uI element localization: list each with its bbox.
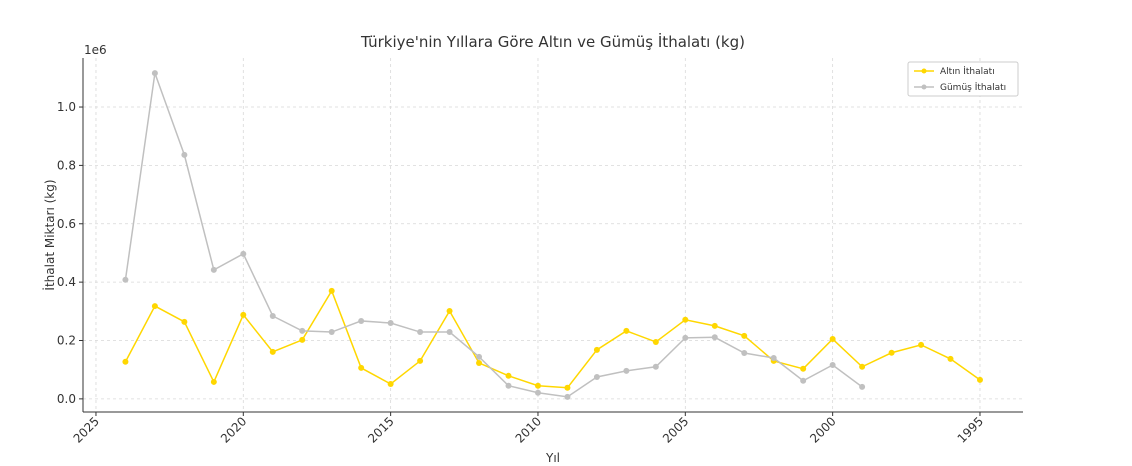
legend-label: Altın İthalatı [940,66,995,77]
data-point [770,355,777,362]
data-point [446,308,453,315]
y-tick-label: 0.8 [57,158,76,172]
data-point [564,384,571,391]
x-tick-label: 2020 [218,414,249,445]
data-point [387,319,394,326]
data-point [269,312,276,319]
legend-box [907,61,1019,97]
data-point [829,362,836,369]
data-point [328,329,335,336]
y-offset-label: 1e6 [84,43,107,57]
x-tick-label: 2015 [365,414,396,445]
data-point [328,287,335,294]
data-point [947,355,954,362]
data-point [240,250,247,257]
data-point [593,346,600,353]
x-tick-label: 1995 [955,414,986,445]
data-point [122,276,129,283]
data-point [888,349,895,356]
data-point [476,359,483,366]
data-point [181,151,188,158]
chart-title: Türkiye'nin Yıllara Göre Altın ve Gümüş … [360,32,745,51]
data-point [505,372,512,379]
data-point [682,334,689,341]
series-line [124,289,981,389]
data-point [859,383,866,390]
y-tick-label: 0.2 [57,333,76,347]
y-tick-label: 0.4 [57,275,76,289]
data-point [564,393,571,400]
data-point [151,303,158,310]
y-tick-label: 0.6 [57,217,76,231]
data-point [122,358,129,365]
legend-marker [921,84,927,90]
data-point [534,389,541,396]
data-point [210,378,217,385]
y-tick-label: 1.0 [57,100,76,114]
data-point [711,322,718,329]
legend-marker [921,68,927,74]
data-point [446,329,453,336]
data-point [593,373,600,380]
y-axis-label: İthalat Miktarı (kg) [42,179,57,290]
legend-label: Gümüş İthalatı [940,82,1006,93]
data-point [623,327,630,334]
data-point [682,316,689,323]
data-point [623,367,630,374]
data-point [652,363,659,370]
data-point [505,382,512,389]
data-point [652,338,659,345]
data-point [417,357,424,364]
data-point [210,266,217,273]
x-tick-label: 2010 [513,414,544,445]
data-point [299,327,306,334]
data-point [800,365,807,372]
x-tick-label: 2000 [807,414,838,445]
data-point [358,364,365,371]
x-tick-label: 2005 [660,414,691,445]
data-point [741,332,748,339]
data-point [151,70,158,77]
x-tick-label: 2025 [71,414,102,445]
data-point [800,377,807,384]
data-point [976,376,983,383]
data-point [534,382,541,389]
data-point [387,380,394,387]
data-point [240,311,247,318]
data-point [859,363,866,370]
y-tick-label: 0.0 [57,392,76,406]
data-point [181,318,188,325]
data-point [269,348,276,355]
x-axis-label: Yıl [545,451,560,465]
data-point [299,336,306,343]
data-point [417,329,424,336]
data-point [741,350,748,357]
data-point [918,341,925,348]
data-point [711,334,718,341]
data-point [476,353,483,360]
series-line [124,72,863,398]
data-point [358,317,365,324]
data-point [829,336,836,343]
